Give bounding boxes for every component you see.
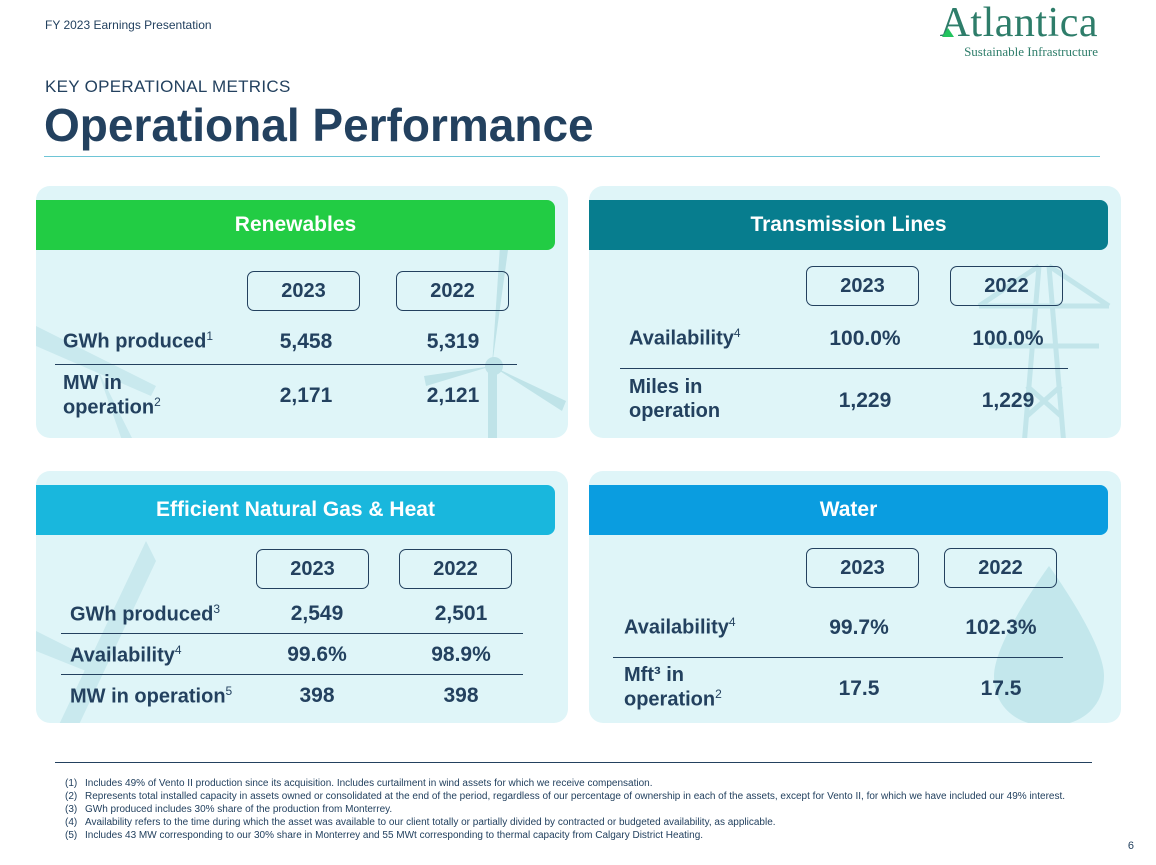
logo-wordmark: Atlantica — [939, 0, 1098, 46]
year-2022-badge: 2022 — [944, 548, 1057, 588]
year-2022-badge: 2022 — [950, 266, 1063, 306]
footnote: (4) Availability refers to the time durin… — [65, 817, 776, 828]
transmission-header: Transmission Lines — [589, 200, 1108, 250]
water-header: Water — [589, 485, 1108, 535]
footnote: (5) Includes 43 MW corresponding to our 3… — [65, 830, 704, 841]
value-2023: 398 — [299, 684, 335, 707]
value-2022: 102.3% — [965, 616, 1037, 639]
row-divider — [620, 368, 1068, 369]
value-2022: 98.9% — [431, 643, 491, 666]
wind-blade-deco-icon — [36, 326, 156, 438]
row-label: Availability4 — [70, 643, 182, 667]
value-2023: 99.7% — [829, 616, 889, 639]
logo-tagline: Sustainable Infrastructure — [964, 44, 1098, 59]
year-2022-badge: 2022 — [396, 271, 509, 311]
value-2023: 17.5 — [838, 677, 880, 700]
footnote: (3) GWh produced includes 30% share of th… — [65, 804, 393, 815]
footnotes-divider — [55, 762, 1092, 763]
value-2022: 2,121 — [426, 384, 480, 407]
year-2023-badge: 2023 — [806, 266, 919, 306]
value-2022: 5,319 — [426, 330, 480, 353]
row-label: Mft³ in operation2 — [624, 664, 722, 711]
row-label: GWh produced1 — [63, 329, 214, 353]
value-2022: 17.5 — [980, 677, 1022, 700]
atlantica-logo: Atlantica Sustainable Infrastructure — [940, 2, 1098, 60]
renewables-panel: Renewables 2023 2022 GWh produced1 5,458… — [36, 186, 568, 438]
water-drop-icon — [994, 566, 1104, 723]
year-2023-badge: 2023 — [806, 548, 919, 588]
row-label: MW in operation2 — [63, 372, 161, 419]
row-divider — [61, 674, 523, 675]
value-2023: 5,458 — [279, 330, 333, 353]
renewables-header: Renewables — [36, 200, 555, 250]
value-2022: 1,229 — [981, 389, 1035, 412]
page-number: 6 — [1127, 840, 1134, 852]
value-2023: 100.0% — [829, 327, 901, 350]
page-title: Operational Performance — [44, 99, 594, 151]
gas-header: Efficient Natural Gas & Heat — [36, 485, 555, 535]
value-2022: 2,501 — [434, 602, 488, 625]
flame-deco-icon — [36, 541, 156, 723]
footnote: (1) Includes 49% of Vento II production s… — [65, 778, 653, 789]
value-2023: 99.6% — [287, 643, 347, 666]
value-2023: 1,229 — [838, 389, 892, 412]
gas-panel: Efficient Natural Gas & Heat 2023 2022 G… — [36, 471, 568, 723]
water-panel: Water 2023 2022 Availability4 99.7% 102.… — [589, 471, 1121, 723]
value-2022: 100.0% — [972, 327, 1044, 350]
value-2023: 2,549 — [290, 602, 344, 625]
title-divider — [44, 156, 1100, 157]
footnotes: (1) Includes 49% of Vento II production s… — [65, 777, 1095, 842]
section-subtitle: KEY OPERATIONAL METRICS — [45, 77, 291, 96]
logo-triangle-icon — [941, 28, 954, 37]
value-2022: 398 — [443, 684, 479, 707]
transmission-tower-icon — [977, 263, 1111, 438]
row-label: Miles in operation — [629, 376, 721, 422]
row-label: GWh produced3 — [70, 602, 221, 626]
presentation-label: FY 2023 Earnings Presentation — [45, 18, 212, 32]
row-label: Availability4 — [624, 615, 736, 639]
value-2023: 2,171 — [279, 384, 333, 407]
row-divider — [61, 633, 523, 634]
transmission-panel: Transmission Lines 2023 2022 Availabilit… — [589, 186, 1121, 438]
row-divider — [613, 657, 1063, 658]
row-divider — [55, 364, 517, 365]
row-label: MW in operation5 — [70, 684, 233, 708]
year-2023-badge: 2023 — [256, 549, 369, 589]
year-2023-badge: 2023 — [247, 271, 360, 311]
year-2022-badge: 2022 — [399, 549, 512, 589]
footnote: (2) Represents total installed capacity i… — [65, 791, 1066, 802]
logo-name: Atlantica — [940, 2, 1098, 44]
row-label: Availability4 — [629, 326, 741, 350]
